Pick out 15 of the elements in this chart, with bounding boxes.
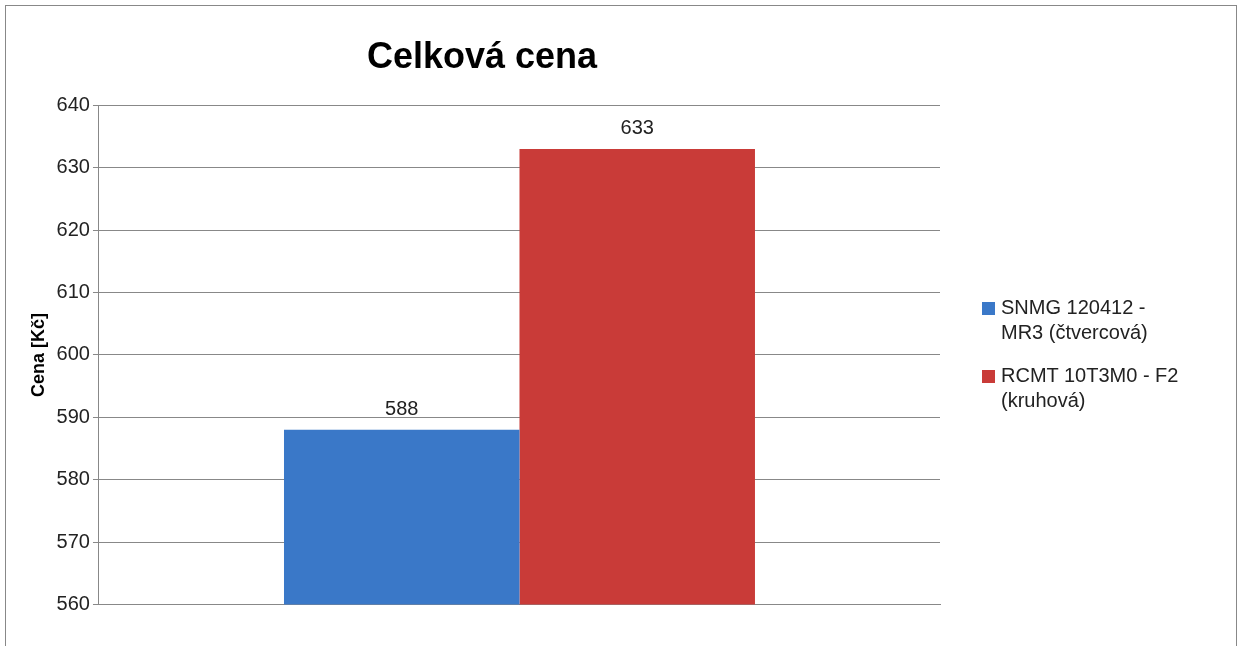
chart-title: Celková cena — [366, 34, 599, 76]
y-tick-label: 620 — [56, 217, 90, 240]
data-label: 588 — [385, 397, 419, 420]
y-tick-label: 590 — [56, 404, 90, 427]
y-tick-label: 600 — [56, 342, 90, 365]
y-tick-label: 610 — [56, 279, 90, 302]
y-tick-label: 580 — [56, 467, 90, 490]
legend-label: SNMG 120412 - MR3 (čtvercová) — [1001, 295, 1149, 345]
y-tick-label: 640 — [56, 92, 90, 115]
y-axis-title: Cena [Kč] — [27, 312, 48, 397]
y-tick-label: 630 — [56, 155, 90, 178]
data-label: 633 — [620, 116, 654, 139]
legend-label: RCMT 10T3M0 - F2 (kruhová) — [1001, 363, 1180, 413]
y-tick-label: 570 — [56, 529, 90, 552]
y-tick-label: 560 — [56, 592, 90, 615]
